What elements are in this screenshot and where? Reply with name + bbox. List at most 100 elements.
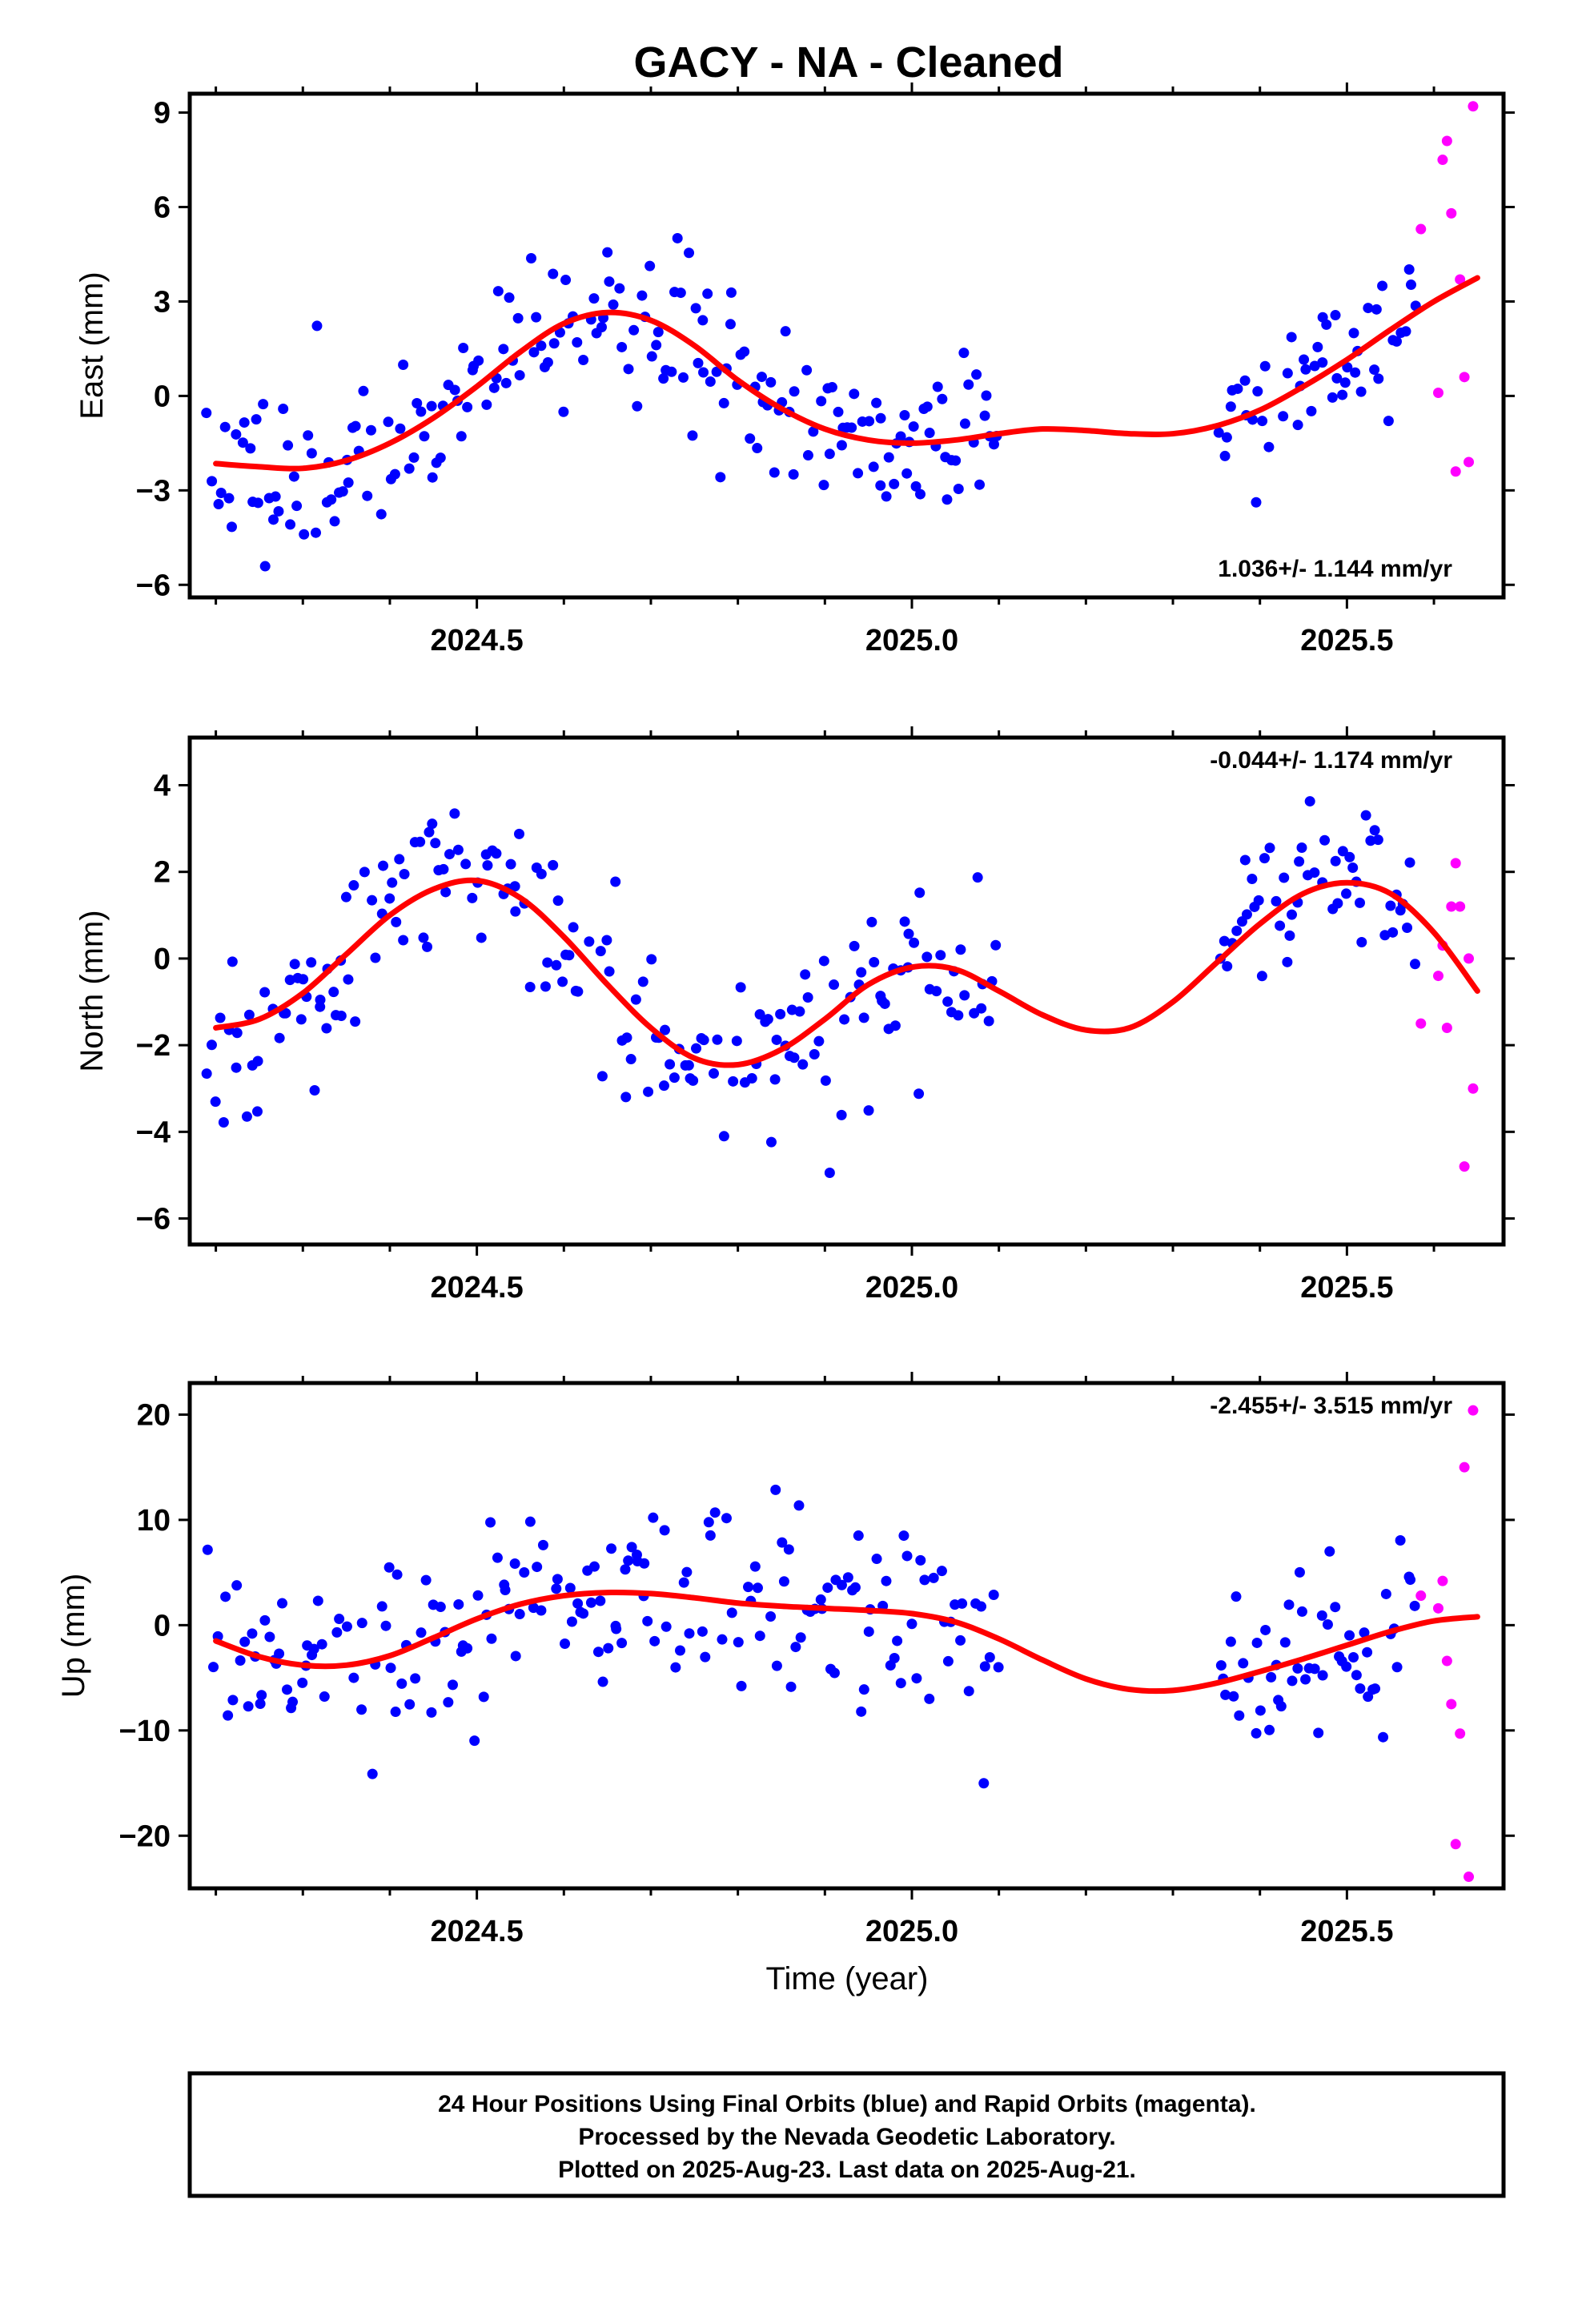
final-orbit-point [1263,441,1275,452]
final-orbit-point [797,1059,809,1070]
final-orbit-point [1337,389,1348,400]
final-orbit-point [932,381,943,392]
final-orbit-point [1385,900,1396,911]
rapid-orbit-point [1459,1161,1470,1172]
final-orbit-point [866,916,877,927]
final-orbit-point [462,1642,473,1654]
final-orbit-point [531,312,542,323]
final-orbit-point [1238,1658,1249,1669]
model-fit-curve [213,1589,1480,1695]
final-orbit-point [1251,497,1262,508]
final-orbit-point [1355,386,1367,397]
final-orbit-point [285,519,296,530]
final-orbit-point [1355,1683,1366,1695]
final-orbit-point [836,1579,847,1590]
final-orbit-point [390,1707,401,1718]
final-orbit-point [658,373,669,384]
final-orbit-point [601,935,612,946]
final-orbit-point [1255,1705,1266,1716]
final-orbit-point [976,1003,987,1014]
rapid-orbit-point [1415,223,1427,235]
final-orbit-point [444,849,455,860]
final-orbit-point [628,324,640,336]
final-orbit-point [1348,328,1359,339]
final-orbit-point [1253,895,1264,906]
final-orbit-point [239,1636,251,1647]
final-orbit-point [879,998,890,1009]
final-orbit-point [1341,888,1352,899]
final-orbit-point [687,430,698,441]
final-orbit-point [343,477,354,489]
final-orbit-point [815,1594,826,1605]
final-orbit-point [1322,1618,1333,1630]
final-orbit-point [849,1582,861,1593]
final-orbit-point [928,1572,939,1583]
final-orbit-point [972,872,983,883]
rapid-orbit-point [1432,1602,1443,1614]
final-orbit-point [802,450,813,461]
rapid-orbit-point [1441,1022,1452,1033]
final-orbit-point [421,941,432,952]
final-orbit-point [1292,420,1303,431]
final-orbit-point [206,1039,217,1051]
final-orbit-point [942,494,953,505]
final-orbit-point [1231,1591,1242,1602]
final-orbit-point [1300,1674,1311,1685]
rapid-orbit-point [1446,207,1457,219]
final-orbit-point [572,1598,584,1609]
final-orbit-point [688,1075,699,1086]
final-orbit-point [869,956,880,967]
final-orbit-point [1409,959,1420,970]
final-orbit-point [1221,432,1232,443]
final-orbit-point [842,1572,853,1583]
final-orbit-point [524,1516,536,1527]
final-orbit-point [756,372,767,383]
final-orbit-point [889,1653,900,1664]
final-orbit-point [1219,450,1231,461]
final-orbit-point [1324,1546,1335,1557]
final-orbit-point [936,1566,947,1577]
final-orbit-point [621,1032,632,1043]
final-orbit-point [745,433,756,444]
final-orbit-point [1355,897,1366,908]
final-orbit-point [856,967,867,978]
final-orbit-point [215,488,227,499]
y-tick-label: −4 [136,1116,171,1149]
final-orbit-point [1391,1662,1403,1673]
final-orbit-point [979,1661,990,1672]
final-orbit-point [306,957,317,968]
final-orbit-point [795,1632,806,1643]
final-orbit-point [1348,1651,1359,1663]
final-orbit-point [858,1012,869,1023]
y-tick-label: 4 [154,770,171,803]
final-orbit-point [226,521,237,533]
final-orbit-point [794,1006,805,1017]
final-orbit-point [456,431,467,442]
final-orbit-point [808,426,819,437]
final-orbit-point [846,422,857,433]
final-orbit-point [337,486,348,497]
final-orbit-point [1300,364,1311,375]
final-orbit-point [1283,1599,1295,1610]
final-orbit-point [889,478,900,489]
final-orbit-point [901,468,913,479]
final-orbit-point [223,493,235,504]
final-orbit-point [252,1055,263,1067]
up-panel: 2024.5 2025.0 2025.5 −20 −10 0 10 20 Up (mm) -2.4… [56,1372,1515,1948]
final-orbit-point [389,468,400,480]
final-orbit-point [822,1582,833,1594]
final-orbit-point [921,401,933,412]
final-orbit-point [264,1631,275,1642]
final-orbit-point [420,1574,432,1586]
final-orbit-point [1341,1661,1352,1672]
final-orbit-point [202,1544,213,1555]
final-orbit-point [306,448,317,459]
final-orbit-point [1378,1731,1389,1743]
final-orbit-point [334,1614,345,1625]
final-orbit-point [971,369,982,380]
final-orbit-point [251,414,262,425]
final-orbit-point [419,431,430,442]
final-orbit-point [1294,1566,1305,1578]
final-orbit-point [435,1602,446,1613]
final-orbit-point [898,1530,909,1542]
